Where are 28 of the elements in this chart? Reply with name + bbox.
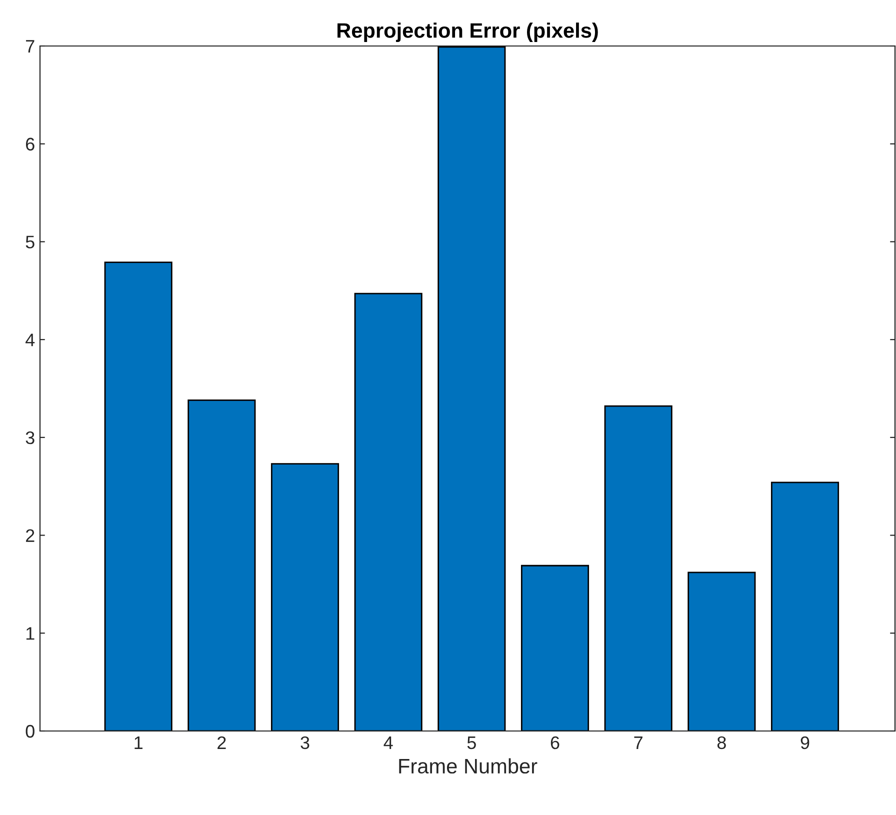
x-tick-label: 5 — [467, 736, 476, 750]
bar — [520, 564, 590, 731]
y-tick-label: 6 — [26, 138, 34, 151]
x-tick-label: 3 — [300, 736, 310, 750]
bar — [438, 46, 506, 731]
y-tick-label: 2 — [26, 529, 34, 542]
x-tick-label: 9 — [800, 736, 810, 750]
x-tick-label: 2 — [218, 736, 226, 749]
x-tick-label: 8 — [717, 736, 726, 750]
chart-title: Reprojection Error (pixels) — [338, 22, 598, 42]
bar — [104, 262, 172, 731]
x-tick-label: 7 — [634, 736, 642, 749]
bar — [188, 400, 256, 731]
x-tick-label: 4 — [384, 736, 393, 749]
bar — [688, 572, 756, 731]
x-tick-label: 1 — [134, 736, 142, 749]
bar — [770, 482, 840, 731]
y-tick-label: 4 — [26, 334, 35, 346]
y-tick-label: 1 — [26, 627, 34, 640]
y-tick-label: 7 — [26, 40, 34, 53]
y-tick-label: 5 — [26, 236, 34, 248]
bar — [270, 463, 340, 731]
y-tick-label: 3 — [26, 431, 34, 444]
bar — [604, 405, 672, 731]
x-axis-title: Frame Number — [399, 758, 538, 774]
bar — [354, 292, 422, 731]
y-tick-label: 0 — [26, 724, 34, 738]
x-tick-label: 6 — [550, 736, 560, 750]
